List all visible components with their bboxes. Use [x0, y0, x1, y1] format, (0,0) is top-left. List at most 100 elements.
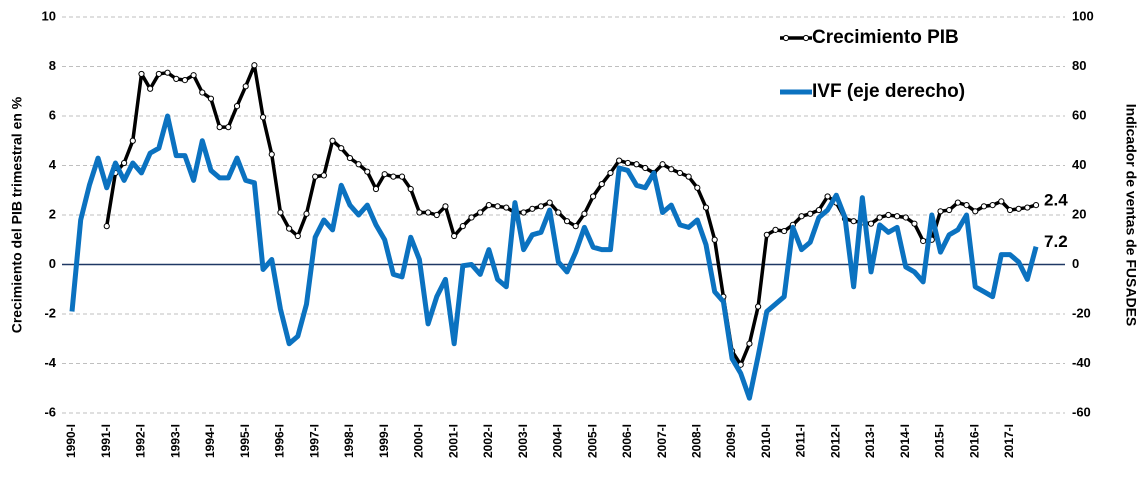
- point-marker: [798, 213, 805, 220]
- point-marker: [876, 214, 883, 221]
- y-axis-title: Crecimiento del PIB trimestral en %: [9, 96, 25, 333]
- point-marker: [225, 124, 232, 131]
- point-marker: [364, 168, 371, 175]
- y-tick-label: -6: [44, 404, 56, 419]
- x-tick-label: 1996-I: [273, 424, 287, 458]
- point-marker: [451, 232, 458, 240]
- point-marker: [477, 209, 484, 216]
- point-marker: [755, 303, 762, 310]
- point-marker: [207, 95, 215, 102]
- point-marker: [711, 236, 718, 243]
- x-tick-label: 2000-I: [412, 424, 426, 458]
- point-marker: [147, 85, 154, 92]
- point-marker: [346, 154, 354, 162]
- x-tick-label: 1990-I: [64, 424, 78, 458]
- point-marker: [633, 161, 640, 168]
- point-marker: [850, 218, 857, 225]
- point-marker: [616, 157, 623, 164]
- point-marker: [824, 193, 831, 200]
- point-marker: [485, 202, 492, 209]
- point-marker: [129, 137, 136, 144]
- y2-tick-label: 40: [1072, 157, 1086, 172]
- point-marker: [911, 220, 918, 227]
- point-marker: [529, 205, 536, 212]
- point-marker: [598, 180, 605, 188]
- legend-marker: [802, 34, 810, 42]
- point-marker: [216, 124, 223, 131]
- point-marker: [807, 210, 814, 217]
- point-marker: [277, 209, 284, 216]
- x-tick-label: 1991-I: [99, 424, 113, 458]
- point-marker: [390, 173, 397, 180]
- x-tick-label: 1995-I: [238, 424, 252, 458]
- point-marker: [1015, 205, 1022, 212]
- y2-tick-label: 100: [1072, 8, 1094, 23]
- point-marker: [546, 199, 553, 206]
- y-tick-label: 6: [49, 107, 56, 122]
- point-marker: [1032, 202, 1040, 209]
- point-marker: [164, 69, 171, 76]
- legend-label: Crecimiento PIB: [812, 27, 959, 48]
- y-tick-label: -2: [44, 305, 56, 320]
- point-marker: [902, 214, 909, 221]
- y-tick-label: 10: [42, 8, 56, 23]
- point-marker: [781, 227, 788, 235]
- point-marker: [659, 161, 666, 168]
- point-marker: [494, 203, 501, 210]
- point-marker: [998, 198, 1005, 205]
- point-marker: [424, 209, 432, 216]
- point-marker: [312, 173, 319, 180]
- point-marker: [286, 225, 293, 232]
- point-marker: [303, 210, 310, 217]
- x-tick-label: 2016-I: [967, 424, 981, 458]
- x-tick-label: 1994-I: [203, 424, 217, 458]
- y2-tick-label: 20: [1072, 206, 1086, 221]
- point-marker: [355, 161, 362, 168]
- point-marker: [676, 169, 684, 177]
- point-marker: [329, 137, 336, 144]
- x-tick-label: 2017-I: [1002, 424, 1016, 458]
- point-marker: [772, 226, 779, 233]
- x-tick-label: 2003-I: [516, 424, 530, 458]
- point-marker: [954, 199, 961, 206]
- point-marker: [893, 213, 901, 220]
- point-marker: [242, 83, 249, 90]
- point-marker: [581, 210, 588, 217]
- point-marker: [433, 211, 440, 219]
- x-tick-label: 2002-I: [481, 424, 495, 458]
- point-marker: [607, 169, 614, 177]
- point-marker: [590, 193, 597, 200]
- legend-marker: [782, 34, 790, 42]
- x-tick-label: 2008-I: [689, 424, 703, 458]
- point-marker: [642, 164, 649, 172]
- legend-label: IVF (eje derecho): [812, 81, 965, 102]
- point-marker: [885, 211, 892, 219]
- x-tick-label: 1993-I: [168, 424, 182, 458]
- point-marker: [468, 214, 475, 221]
- point-marker: [763, 231, 770, 238]
- point-marker: [233, 103, 241, 110]
- y2-tick-label: 0: [1072, 256, 1079, 271]
- point-marker: [199, 89, 206, 96]
- point-marker: [989, 202, 996, 209]
- x-tick-label: 2011-I: [794, 424, 808, 457]
- point-marker: [268, 151, 275, 158]
- point-marker: [372, 185, 380, 193]
- point-marker: [181, 77, 189, 84]
- point-marker: [407, 185, 414, 193]
- x-tick-label: 2010-I: [759, 424, 773, 458]
- point-marker: [190, 72, 197, 79]
- point-marker: [398, 173, 406, 180]
- y-tick-label: 0: [49, 256, 56, 271]
- point-marker: [459, 223, 466, 230]
- point-marker: [920, 237, 927, 245]
- point-marker: [537, 203, 545, 210]
- point-marker: [1024, 204, 1031, 211]
- point-marker: [442, 203, 449, 210]
- y2-tick-label: 60: [1072, 107, 1086, 122]
- end-value-label: 2.4: [1044, 191, 1068, 210]
- point-marker: [1006, 206, 1014, 214]
- x-tick-label: 1997-I: [307, 424, 321, 458]
- point-marker: [259, 114, 267, 121]
